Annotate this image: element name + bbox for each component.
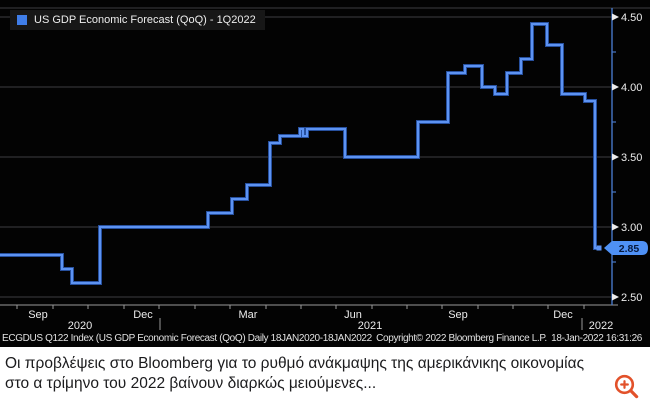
x-axis-year-label: 2020 (68, 320, 92, 332)
footer-ticker-info: ECGDUS Q122 Index (US GDP Economic Forec… (2, 333, 372, 344)
x-axis-month-label: Sep (28, 309, 48, 321)
magnifier-plus-glyph (614, 374, 639, 399)
x-axis-month-label: Dec (553, 309, 573, 321)
y-axis-tick-label: 2.50 (621, 292, 642, 304)
x-axis-month-label: Mar (239, 309, 258, 321)
bloomberg-footer: ECGDUS Q122 Index (US GDP Economic Forec… (0, 330, 650, 347)
caption-text: Οι προβλέψεις στο Bloomberg για το ρυθμό… (5, 355, 585, 393)
x-axis-month-label: Dec (133, 309, 153, 321)
last-point-marker (596, 245, 602, 251)
chart-panel: US GDP Economic Forecast (QoQ) - 1Q2022 … (0, 0, 650, 347)
y-axis-tick-label: 4.50 (621, 12, 642, 24)
legend-series-label: US GDP Economic Forecast (QoQ) - 1Q2022 (34, 14, 256, 26)
y-axis-major-tick (612, 83, 619, 91)
last-value-badge (604, 241, 648, 255)
y-axis-major-tick (612, 13, 619, 21)
y-axis-major-tick (612, 293, 619, 301)
y-axis-tick-label: 3.00 (621, 222, 642, 234)
forecast-step-chart: Sep Dec Mar Jun Sep Dec 2020 2021 2022 2.50 3.00 3.… (0, 7, 650, 332)
article-caption: Οι προβλέψεις στο Bloomberg για το ρυθμό… (0, 347, 650, 408)
x-axis-month-label: Jun (344, 309, 362, 321)
x-axis-year-label: 2022 (589, 320, 613, 332)
y-axis-major-tick (612, 153, 619, 161)
chart-legend: US GDP Economic Forecast (QoQ) - 1Q2022 (10, 10, 265, 30)
x-axis-month-label: Sep (448, 309, 468, 321)
footer-timestamp: 18-Jan-2022 16:31:26 (551, 333, 642, 344)
y-axis-major-tick (612, 223, 619, 231)
series-line (0, 23, 599, 284)
last-value-badge-label: 2.85 (619, 243, 640, 255)
legend-series-marker (17, 15, 27, 25)
x-axis-year-label: 2021 (358, 320, 382, 332)
y-axis-tick-label: 3.50 (621, 152, 642, 164)
series-line-glow (0, 22, 599, 285)
zoom-in-icon[interactable] (613, 373, 641, 401)
footer-copyright: Copyright© 2022 Bloomberg Finance L.P. (376, 333, 547, 344)
y-axis-tick-label: 4.00 (621, 82, 642, 94)
